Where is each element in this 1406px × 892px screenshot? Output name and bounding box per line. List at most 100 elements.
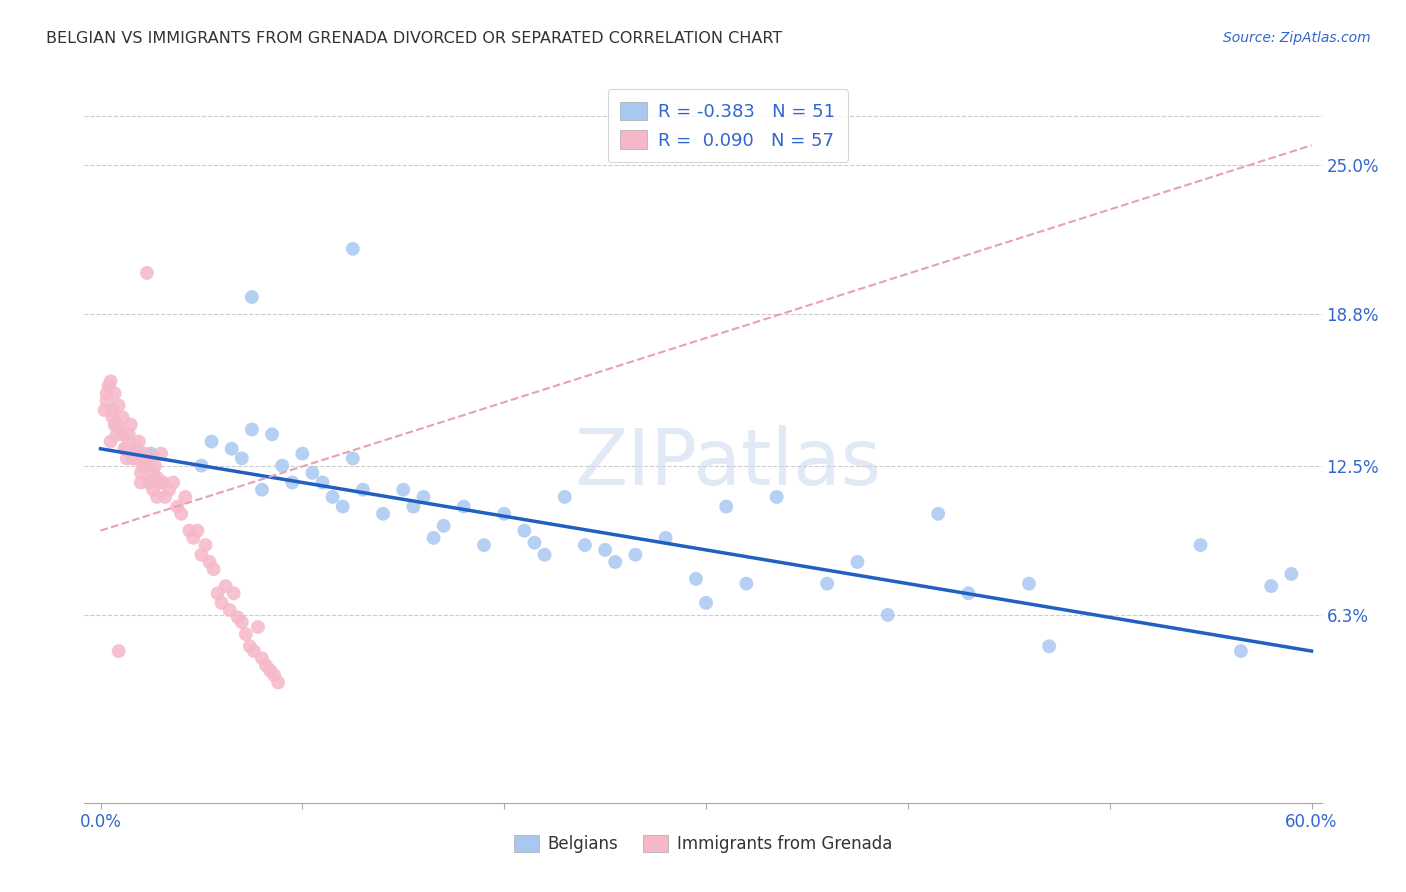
- Point: [139, 451, 162, 466]
- Point: [412, 490, 434, 504]
- Point: [138, 475, 160, 490]
- Point: [239, 639, 262, 653]
- Point: [846, 555, 869, 569]
- Point: [332, 500, 354, 514]
- Point: [342, 242, 364, 256]
- Point: [226, 610, 249, 624]
- Point: [121, 451, 143, 466]
- Point: [211, 596, 233, 610]
- Point: [198, 555, 221, 569]
- Point: [1189, 538, 1212, 552]
- Point: [107, 644, 129, 658]
- Point: [146, 490, 169, 504]
- Point: [101, 410, 124, 425]
- Point: [174, 490, 197, 504]
- Point: [200, 434, 222, 449]
- Point: [271, 458, 294, 473]
- Point: [574, 538, 596, 552]
- Point: [110, 423, 132, 437]
- Point: [134, 458, 156, 473]
- Point: [124, 451, 146, 466]
- Point: [624, 548, 647, 562]
- Point: [221, 442, 243, 456]
- Point: [654, 531, 676, 545]
- Point: [114, 442, 136, 456]
- Point: [202, 562, 225, 576]
- Point: [371, 507, 394, 521]
- Point: [281, 475, 304, 490]
- Point: [453, 500, 475, 514]
- Point: [96, 393, 118, 408]
- Point: [1260, 579, 1282, 593]
- Point: [243, 644, 266, 658]
- Point: [150, 475, 173, 490]
- Point: [593, 542, 616, 557]
- Point: [132, 458, 155, 473]
- Point: [1230, 644, 1253, 658]
- Point: [100, 434, 122, 449]
- Text: ZIPatlas: ZIPatlas: [574, 425, 882, 501]
- Text: BELGIAN VS IMMIGRANTS FROM GRENADA DIVORCED OR SEPARATED CORRELATION CHART: BELGIAN VS IMMIGRANTS FROM GRENADA DIVOR…: [46, 31, 783, 46]
- Point: [118, 434, 141, 449]
- Point: [170, 507, 193, 521]
- Point: [957, 586, 980, 600]
- Point: [301, 466, 323, 480]
- Point: [121, 446, 143, 460]
- Point: [533, 548, 555, 562]
- Point: [422, 531, 444, 545]
- Point: [142, 483, 165, 497]
- Point: [104, 417, 127, 432]
- Point: [254, 658, 277, 673]
- Point: [523, 535, 546, 549]
- Point: [148, 475, 170, 490]
- Point: [695, 596, 717, 610]
- Point: [142, 466, 165, 480]
- Point: [111, 410, 134, 425]
- Point: [207, 586, 229, 600]
- Point: [214, 579, 236, 593]
- Point: [494, 507, 516, 521]
- Point: [150, 446, 173, 460]
- Point: [231, 451, 253, 466]
- Point: [876, 607, 898, 622]
- Point: [246, 620, 269, 634]
- Point: [183, 531, 205, 545]
- Point: [105, 417, 128, 432]
- Point: [927, 507, 949, 521]
- Point: [139, 446, 162, 460]
- Point: [115, 451, 138, 466]
- Point: [472, 538, 495, 552]
- Point: [433, 519, 456, 533]
- Point: [235, 627, 257, 641]
- Point: [125, 446, 148, 460]
- Point: [392, 483, 415, 497]
- Point: [402, 500, 425, 514]
- Point: [342, 451, 364, 466]
- Point: [100, 375, 122, 389]
- Point: [143, 458, 166, 473]
- Text: Source: ZipAtlas.com: Source: ZipAtlas.com: [1223, 31, 1371, 45]
- Point: [231, 615, 253, 630]
- Point: [93, 403, 115, 417]
- Point: [146, 471, 169, 485]
- Legend: Belgians, Immigrants from Grenada: Belgians, Immigrants from Grenada: [508, 828, 898, 860]
- Point: [311, 475, 333, 490]
- Point: [716, 500, 738, 514]
- Point: [554, 490, 576, 504]
- Point: [322, 490, 344, 504]
- Point: [138, 475, 160, 490]
- Point: [263, 668, 285, 682]
- Point: [685, 572, 707, 586]
- Point: [190, 548, 212, 562]
- Point: [765, 490, 787, 504]
- Point: [105, 427, 128, 442]
- Point: [179, 524, 201, 538]
- Point: [218, 603, 240, 617]
- Point: [120, 417, 142, 432]
- Point: [190, 458, 212, 473]
- Point: [129, 475, 152, 490]
- Point: [136, 266, 159, 280]
- Point: [162, 475, 184, 490]
- Point: [222, 586, 245, 600]
- Point: [134, 446, 156, 460]
